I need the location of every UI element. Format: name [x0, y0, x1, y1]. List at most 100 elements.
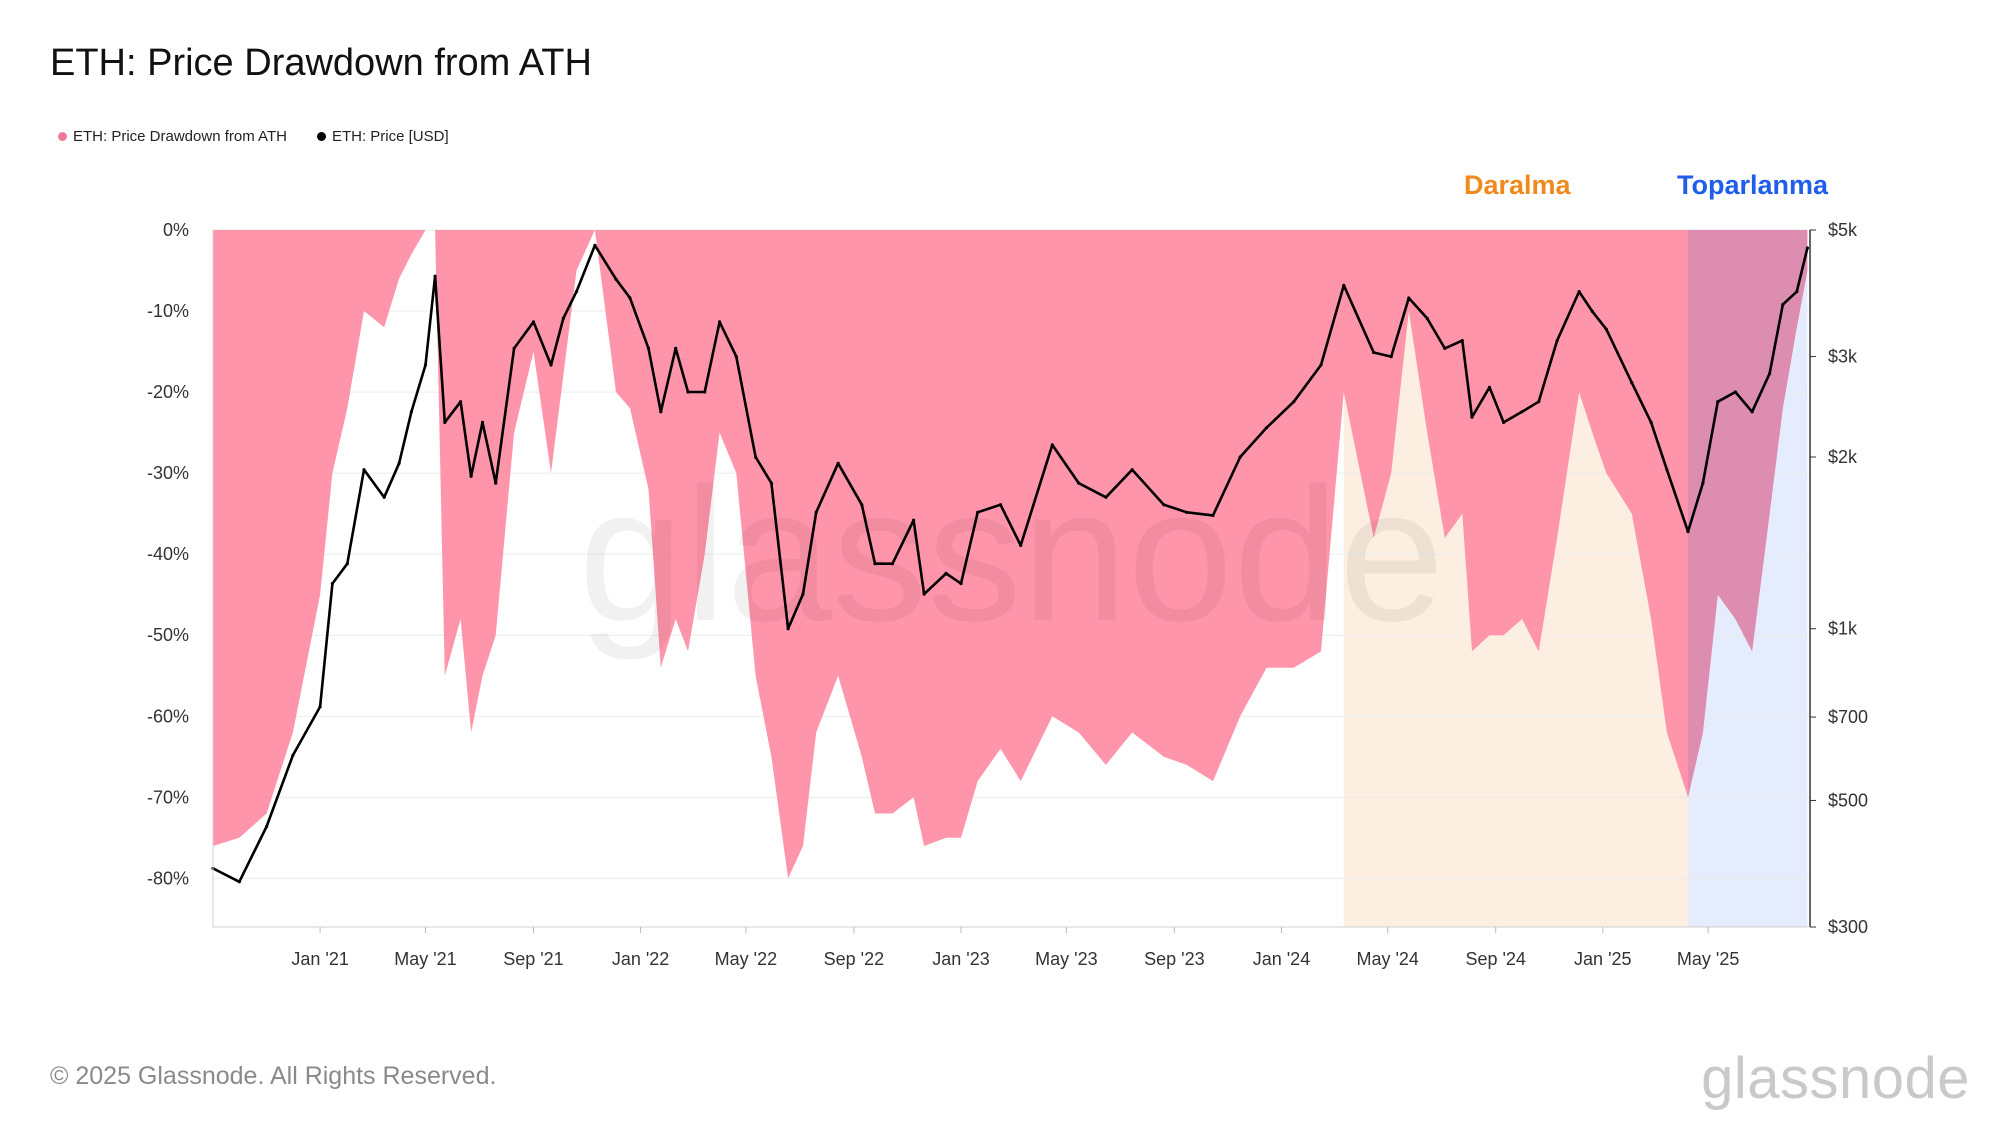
left-tick-label: -80%	[147, 868, 189, 888]
price-point	[397, 461, 401, 465]
price-point	[1162, 503, 1166, 507]
x-tick-label: May '21	[394, 949, 456, 969]
price-point	[959, 582, 963, 586]
price-point	[1537, 400, 1541, 404]
price-point	[443, 420, 447, 424]
right-tick-label: $700	[1828, 707, 1868, 727]
price-point	[614, 277, 618, 281]
left-tick-label: -10%	[147, 301, 189, 321]
left-tick-label: -30%	[147, 463, 189, 483]
price-point	[409, 410, 413, 414]
price-point	[1292, 400, 1296, 404]
price-point	[860, 503, 864, 507]
price-point	[703, 390, 707, 394]
price-point	[1389, 355, 1393, 359]
drawdown-area	[213, 230, 1808, 879]
price-point	[1520, 410, 1524, 414]
price-point	[1630, 381, 1634, 385]
price-point	[1502, 420, 1506, 424]
price-point	[494, 481, 498, 485]
price-point	[873, 562, 877, 566]
phase-label-toparlanma: Toparlanma	[1677, 170, 1829, 200]
price-point	[628, 296, 632, 300]
price-point	[1211, 513, 1215, 518]
price-point	[1372, 350, 1376, 355]
right-tick-label: $2k	[1828, 447, 1858, 467]
price-point	[531, 320, 536, 324]
price-point	[480, 420, 485, 424]
price-point	[659, 410, 663, 414]
price-point	[922, 592, 926, 596]
price-point	[574, 290, 579, 294]
right-tick-label: $3k	[1828, 347, 1858, 367]
price-point	[469, 474, 473, 478]
price-point	[1604, 327, 1608, 331]
price-point	[1077, 481, 1081, 485]
x-tick-label: Jan '25	[1574, 949, 1631, 969]
price-point	[718, 320, 722, 324]
price-point	[944, 571, 948, 576]
x-tick-label: Jan '24	[1253, 949, 1310, 969]
x-tick-label: May '22	[715, 949, 777, 969]
legend-dot-drawdown	[58, 132, 67, 141]
x-tick-label: Jan '23	[932, 949, 989, 969]
price-point	[1407, 296, 1411, 300]
legend-dot-price	[316, 132, 326, 141]
legend-label-drawdown: ETH: Price Drawdown from ATH	[73, 128, 287, 145]
price-point	[734, 355, 738, 359]
copyright-footer: © 2025 Glassnode. All Rights Reserved.	[50, 1062, 497, 1090]
price-point	[345, 562, 349, 566]
phase-label-daralma: Daralma	[1464, 170, 1571, 200]
price-point	[1130, 468, 1134, 472]
price-point	[1795, 290, 1799, 294]
price-point	[362, 468, 366, 472]
right-tick-label: $1k	[1828, 619, 1858, 639]
chart-watermark: glassnode	[578, 449, 1444, 661]
price-point	[912, 518, 916, 522]
price-point	[801, 592, 805, 596]
price-point	[1264, 426, 1269, 430]
price-point	[265, 824, 269, 829]
price-point	[814, 510, 818, 514]
price-point	[1590, 309, 1594, 313]
price-point	[1104, 495, 1108, 499]
left-tick-label: -40%	[147, 544, 189, 564]
price-point	[1238, 455, 1242, 459]
x-tick-label: May '25	[1677, 949, 1739, 969]
price-point	[1768, 372, 1772, 376]
price-line	[212, 244, 1809, 884]
x-tick-label: Jan '21	[291, 949, 348, 969]
legend: ETH: Price Drawdown from ATH ETH: Price …	[58, 128, 449, 145]
price-point	[1470, 415, 1474, 419]
drawdown-area-recovery	[1687, 230, 1808, 798]
legend-label-price: ETH: Price [USD]	[331, 128, 449, 145]
price-point	[836, 461, 840, 465]
legend-item-price[interactable]: ETH: Price [USD]	[316, 128, 449, 145]
price-point	[459, 400, 463, 404]
price-point	[1686, 530, 1690, 534]
left-tick-label: -50%	[147, 625, 189, 645]
price-point	[433, 274, 437, 278]
price-point	[674, 346, 678, 350]
price-point	[1019, 543, 1023, 548]
legend-item-drawdown[interactable]: ETH: Price Drawdown from ATH	[58, 128, 287, 145]
price-point	[786, 627, 790, 631]
price-point	[1342, 283, 1346, 287]
price-point	[769, 481, 774, 485]
price-point	[1665, 468, 1669, 472]
price-point	[593, 243, 597, 247]
price-point	[1781, 303, 1785, 307]
price-point	[318, 705, 322, 709]
price-point	[754, 455, 758, 459]
left-tick-label: -60%	[147, 706, 189, 726]
price-point	[561, 316, 565, 320]
right-tick-label: $500	[1828, 790, 1868, 810]
right-tick-label: $300	[1828, 917, 1868, 937]
price-point	[237, 880, 241, 884]
left-tick-label: -70%	[147, 787, 189, 807]
price-point	[1716, 400, 1720, 404]
price-point	[646, 346, 651, 350]
price-point	[1443, 346, 1447, 350]
price-point	[1733, 390, 1737, 394]
